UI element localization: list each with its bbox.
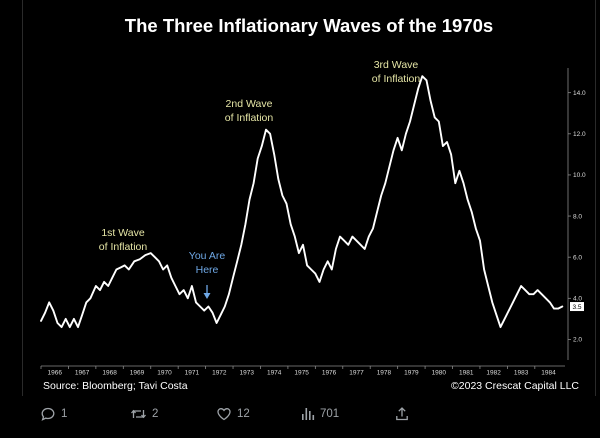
retweet-icon — [131, 409, 146, 419]
views-button[interactable]: 701 — [301, 404, 339, 424]
chart-title: The Three Inflationary Waves of the 1970… — [125, 15, 493, 36]
x-tick-label: 1975 — [294, 370, 309, 377]
x-tick-label: 1970 — [157, 370, 172, 377]
tweet-actions: 1 2 12 701 — [0, 396, 600, 438]
reply-count: 1 — [61, 408, 68, 420]
annotation-wave-3-line-1: 3rd Wave — [374, 59, 419, 71]
here-arrow-head — [203, 293, 211, 299]
y-tick-label: 2.0 — [573, 337, 582, 344]
annotation-here-line-2: Here — [196, 264, 219, 276]
analytics-icon — [302, 408, 315, 420]
x-tick-label: 1977 — [349, 370, 364, 377]
x-tick-label: 1969 — [130, 370, 145, 377]
x-tick-label: 1984 — [541, 370, 556, 377]
like-button[interactable]: 12 — [216, 404, 250, 424]
x-tick-label: 1979 — [404, 370, 419, 377]
source-note: Source: Bloomberg; Tavi Costa — [43, 380, 188, 392]
x-tick-label: 1971 — [185, 370, 200, 377]
share-button[interactable] — [394, 404, 415, 424]
chart-frame: The Three Inflationary Waves of the 1970… — [22, 0, 596, 396]
copyright-note: ©2023 Crescat Capital LLC — [451, 380, 579, 392]
series-layer — [40, 75, 564, 329]
annotation-wave-3-line-2: of Inflation — [372, 73, 421, 85]
y-tick-label: 8.0 — [573, 213, 582, 220]
current-value-label: 3.5 — [572, 304, 581, 311]
y-tick-label: 10.0 — [573, 172, 586, 179]
like-count: 12 — [237, 408, 250, 420]
heart-icon — [217, 408, 231, 421]
x-tick-label: 1972 — [212, 370, 227, 377]
x-tick-label: 1981 — [459, 370, 474, 377]
y-tick-label: 6.0 — [573, 254, 582, 261]
share-icon — [396, 407, 408, 421]
series-line — [40, 75, 564, 329]
view-count: 701 — [320, 408, 340, 420]
x-tick-label: 1968 — [102, 370, 117, 377]
reply-button[interactable]: 1 — [40, 404, 67, 424]
y-tick-label: 14.0 — [573, 90, 586, 97]
x-tick-label: 1974 — [267, 370, 282, 377]
x-tick-label: 1983 — [514, 370, 529, 377]
retweet-count: 2 — [152, 408, 159, 420]
annotation-wave-2-line-1: 2nd Wave — [226, 98, 273, 110]
x-tick-label: 1966 — [47, 370, 62, 377]
annotation-wave-1-line-2: of Inflation — [99, 241, 148, 253]
annotation-wave-1-line-1: 1st Wave — [101, 227, 145, 239]
x-tick-label: 1982 — [486, 370, 501, 377]
x-tick-label: 1976 — [322, 370, 337, 377]
retweet-button[interactable]: 2 — [130, 404, 158, 424]
current-value-badge — [570, 302, 584, 312]
annotation-here-line-1: You Are — [189, 250, 226, 262]
annotations: 1st Wave of Inflation 2nd Wave of Inflation… — [99, 59, 421, 299]
x-axis: 1966 1967 1968 1969 1970 1971 1972 1973 1974 1975… — [40, 365, 565, 377]
y-axis: 2.0 4.0 6.0 8.0 10.0 12.0 14.0 3.5 — [567, 68, 586, 360]
annotation-wave-2-line-2: of Inflation — [225, 112, 274, 124]
y-tick-label: 4.0 — [573, 296, 582, 303]
x-tick-label: 1967 — [75, 370, 90, 377]
x-tick-label: 1980 — [432, 370, 447, 377]
y-tick-label: 12.0 — [573, 131, 586, 138]
reply-icon — [41, 407, 55, 421]
x-tick-label: 1973 — [240, 370, 255, 377]
x-tick-label: 1978 — [377, 370, 392, 377]
chart-svg: The Three Inflationary Waves of the 1970… — [40, 15, 586, 392]
